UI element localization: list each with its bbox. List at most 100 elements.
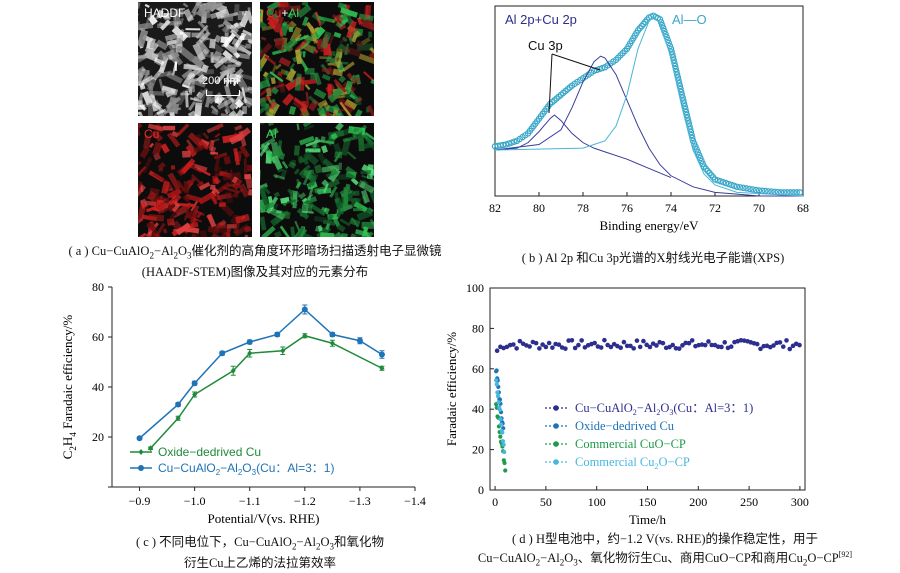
texture-grain: [333, 231, 345, 237]
texture-grain: [209, 184, 216, 191]
raw-data-point: [722, 179, 730, 187]
texture-grain: [280, 2, 293, 15]
texture-grain: [305, 203, 313, 213]
texture-grain: [353, 207, 364, 212]
texture-grain: [338, 97, 355, 114]
texture-grain: [151, 130, 164, 142]
texture-grain: [145, 221, 157, 233]
texture-grain: [320, 232, 335, 237]
texture-grain: [159, 19, 171, 31]
x-tick-label: −1.4: [404, 494, 426, 508]
texture-grain: [163, 107, 182, 115]
texture-grain: [138, 54, 147, 59]
y-tick-label: 60: [92, 330, 104, 344]
cu-al-overlay-image: Cu+Al: [260, 2, 374, 116]
texture-grain: [298, 164, 311, 177]
caption-a-text2: −Al: [153, 244, 174, 258]
data-point: [517, 338, 523, 344]
data-point: [582, 345, 588, 350]
y-axis-label-sub: 4: [68, 432, 78, 437]
texture-grain: [213, 34, 222, 43]
texture-grain: [337, 51, 343, 69]
texture-grain: [244, 10, 252, 24]
texture-grain: [193, 96, 200, 102]
texture-grain: [238, 183, 251, 198]
texture-grain: [216, 97, 235, 110]
texture-grain: [177, 45, 184, 52]
texture-grain: [148, 90, 165, 96]
texture-grain: [269, 100, 277, 110]
texture-grain: [224, 23, 231, 37]
texture-grain: [171, 203, 181, 213]
legend-label-part: 2: [216, 468, 221, 477]
texture-grain: [183, 180, 189, 194]
x-tick-label: 300: [791, 495, 809, 509]
data-point: [780, 344, 786, 349]
raw-data-point: [793, 189, 800, 196]
texture-grain: [233, 22, 239, 28]
texture-grain: [195, 24, 209, 39]
legend-label: Cu−CuAlO2−Al2O3(Cu：Al=3：1): [575, 401, 753, 417]
texture-grain: [282, 93, 295, 106]
y-tick-label: 80: [472, 321, 484, 335]
texture-grain: [275, 63, 282, 70]
texture-grain: [152, 100, 163, 110]
texture-grain: [149, 94, 155, 98]
texture-grain: [194, 102, 203, 116]
texture-grain: [176, 123, 190, 137]
caption-c-line2: 衍生Cu上乙烯的法拉第效率: [183, 555, 337, 570]
texture-grain: [205, 2, 223, 13]
panel-b: 82 80 78 76 74 72 70 68 Binding energy/eV Al 2p+C…: [470, 0, 810, 245]
texture-grain: [229, 29, 242, 40]
data-point: [503, 468, 508, 473]
texture-grain: [325, 214, 334, 229]
texture-grain: [144, 13, 152, 29]
texture-grain: [316, 106, 329, 116]
data-point: [537, 346, 542, 351]
legend-label-part: −Al: [637, 401, 657, 415]
data-point: [533, 340, 539, 346]
raw-data-point: [717, 178, 724, 185]
texture-grain: [220, 113, 231, 116]
texture-grain: [194, 163, 208, 172]
caption-d-sub1: 2: [535, 557, 541, 568]
texture-grain: [341, 61, 355, 73]
raw-data-point: [656, 16, 664, 23]
texture-grain: [237, 10, 245, 21]
legend-label-part: −Al: [220, 461, 238, 475]
legend-marker: [553, 441, 559, 447]
data-point: [644, 342, 649, 348]
caption-c-text2: −Al: [296, 535, 317, 549]
data-point: [758, 346, 763, 352]
texture-grain: [270, 86, 279, 95]
x-tick-label: −1.2: [294, 494, 316, 508]
texture-grain: [244, 96, 252, 107]
texture-grain: [322, 101, 331, 110]
data-point: [641, 338, 646, 344]
texture-grain: [236, 52, 251, 60]
data-point: [797, 342, 802, 348]
texture-grain: [232, 80, 238, 87]
texture-grain: [195, 133, 203, 142]
texture-grain: [336, 211, 342, 218]
texture-grain: [260, 184, 267, 190]
texture-grain: [148, 214, 165, 222]
texture-grain: [325, 223, 331, 231]
texture-grain: [233, 224, 250, 237]
texture-grain: [226, 228, 231, 235]
caption-d: ( d ) H型电池中，约−1.2 V(vs. RHE)的操作稳定性，用于 Cu…: [440, 531, 890, 571]
x-tick-label: 70: [753, 201, 765, 215]
texture-grain: [179, 85, 195, 97]
texture-grain: [280, 210, 291, 220]
texture-grain: [234, 68, 244, 77]
raw-data-point: [661, 27, 668, 35]
raw-data-point: [660, 24, 667, 32]
texture-grain: [314, 215, 327, 223]
x-tick-label: 72: [709, 201, 721, 215]
y-tick-label: 20: [92, 430, 104, 444]
texture-grain: [349, 93, 356, 100]
texture-grain: [236, 127, 252, 141]
texture-grain: [156, 9, 164, 19]
texture-grain: [161, 85, 179, 96]
raw-data-point: [662, 30, 669, 38]
